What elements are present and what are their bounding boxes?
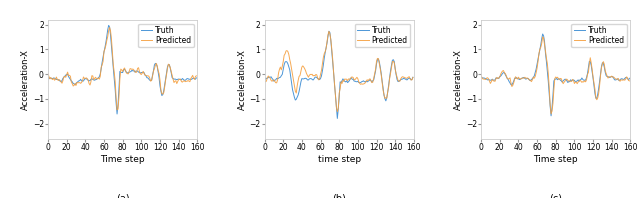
Truth <box>168 71 175 74</box>
Truth <box>187 78 195 80</box>
Truth <box>409 76 417 78</box>
Predicted <box>561 80 569 82</box>
Predicted <box>477 74 485 77</box>
Legend: Truth, Predicted: Truth, Predicted <box>572 24 627 47</box>
Predicted <box>325 30 333 32</box>
Predicted <box>600 63 608 65</box>
Truth <box>291 96 298 98</box>
Predicted <box>106 26 113 29</box>
Truth <box>345 81 353 83</box>
Predicted <box>384 90 392 93</box>
Y-axis label: Acceleration-X: Acceleration-X <box>454 49 463 110</box>
Line: Truth: Truth <box>481 34 630 116</box>
Truth <box>477 76 485 79</box>
Truth <box>128 69 136 71</box>
Line: Predicted: Predicted <box>48 27 196 110</box>
Text: (a): (a) <box>116 193 129 198</box>
Truth <box>193 77 200 79</box>
Legend: Truth, Predicted: Truth, Predicted <box>355 24 410 47</box>
Y-axis label: Acceleration-X: Acceleration-X <box>21 49 30 110</box>
Truth <box>260 76 268 79</box>
Predicted <box>519 77 527 79</box>
Predicted <box>193 75 200 77</box>
Truth <box>547 115 555 117</box>
Truth <box>303 77 310 80</box>
Truth <box>626 77 634 79</box>
Truth <box>86 80 94 82</box>
Truth <box>600 66 608 68</box>
Truth <box>620 78 628 81</box>
Truth <box>519 76 527 79</box>
Truth <box>113 113 121 115</box>
Line: Predicted: Predicted <box>481 37 630 114</box>
Line: Truth: Truth <box>264 31 413 118</box>
Line: Truth: Truth <box>48 25 196 114</box>
Truth <box>358 80 366 83</box>
Predicted <box>626 80 634 82</box>
Predicted <box>333 110 341 113</box>
Text: (b): (b) <box>332 193 346 198</box>
X-axis label: Time step: Time step <box>100 155 145 164</box>
Truth <box>507 83 515 86</box>
Predicted <box>113 109 121 111</box>
Predicted <box>575 80 583 82</box>
Line: Predicted: Predicted <box>264 31 413 112</box>
Predicted <box>303 72 310 75</box>
Predicted <box>86 84 94 86</box>
Predicted <box>128 68 136 70</box>
Predicted <box>168 70 175 73</box>
Predicted <box>345 78 353 80</box>
Predicted <box>44 72 52 75</box>
Predicted <box>620 79 628 81</box>
Truth <box>384 91 392 93</box>
Predicted <box>187 77 195 80</box>
X-axis label: time step: time step <box>317 155 361 164</box>
Predicted <box>291 85 298 87</box>
Legend: Truth, Predicted: Truth, Predicted <box>138 24 193 47</box>
Predicted <box>74 82 82 84</box>
Predicted <box>507 82 515 84</box>
Truth <box>44 76 52 79</box>
Text: (c): (c) <box>549 193 562 198</box>
X-axis label: Time step: Time step <box>533 155 578 164</box>
Predicted <box>409 76 417 79</box>
Predicted <box>260 79 268 81</box>
Truth <box>403 79 411 81</box>
Predicted <box>547 113 555 115</box>
Truth <box>575 80 583 83</box>
Predicted <box>142 74 150 77</box>
Truth <box>105 24 113 27</box>
Truth <box>74 81 82 83</box>
Truth <box>539 33 547 35</box>
Truth <box>333 117 341 120</box>
Predicted <box>403 77 411 79</box>
Truth <box>142 75 150 77</box>
Predicted <box>539 36 547 38</box>
Y-axis label: Acceleration-X: Acceleration-X <box>237 49 246 110</box>
Truth <box>325 30 333 32</box>
Predicted <box>358 83 366 85</box>
Truth <box>561 78 569 80</box>
